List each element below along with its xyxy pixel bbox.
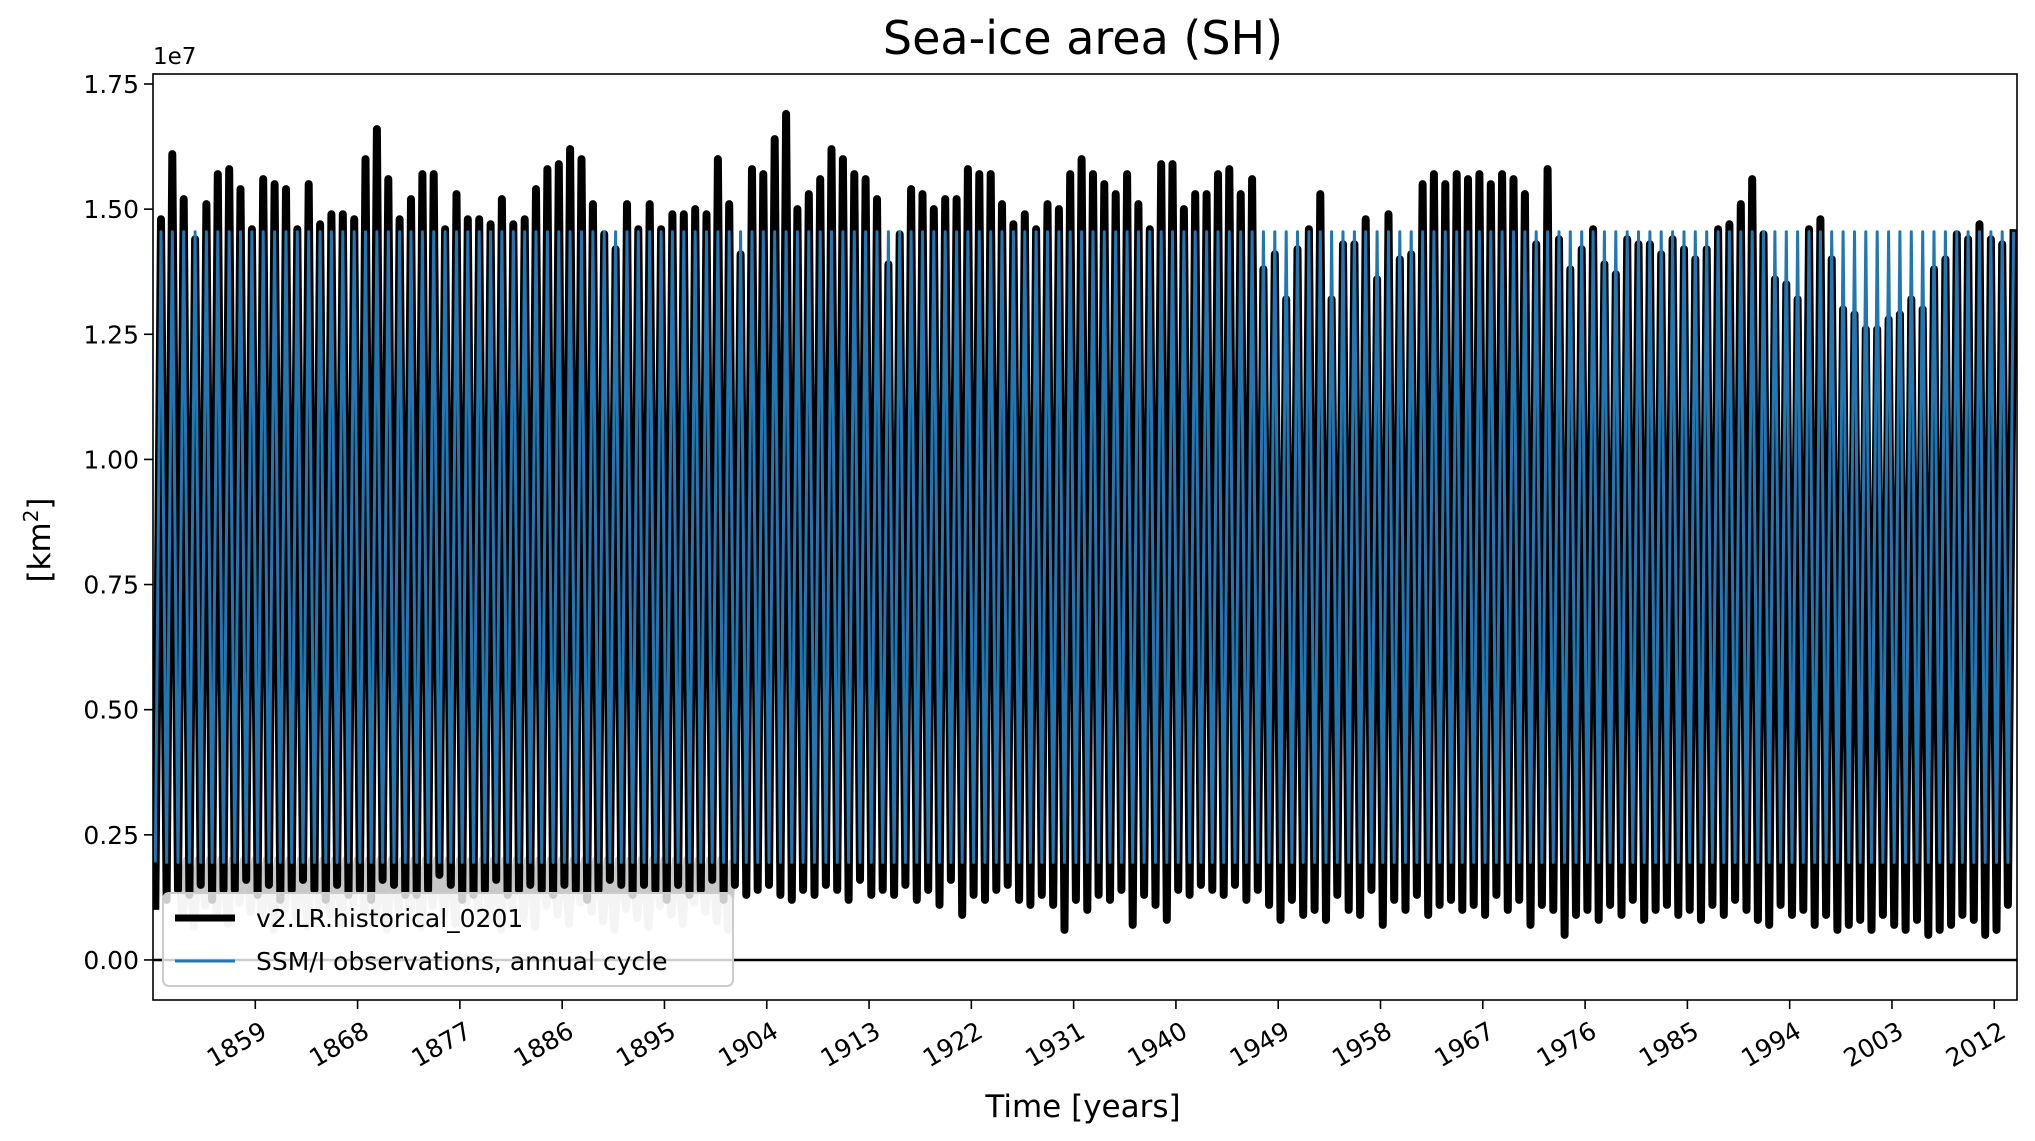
x-tick-label: 1886	[509, 1016, 579, 1073]
x-tick-label: 1985	[1634, 1016, 1704, 1073]
y-tick-label: 0.25	[83, 821, 139, 850]
x-axis-label: Time [years]	[984, 1089, 1180, 1125]
x-tick-label: 1895	[611, 1016, 681, 1073]
x-tick-label: 1859	[202, 1016, 272, 1073]
y-tick-label: 1.25	[83, 320, 139, 349]
x-tick-label: 1931	[1020, 1016, 1090, 1073]
x-tick-label: 2003	[1839, 1016, 1909, 1073]
plot-area	[153, 114, 2017, 960]
y-tick-label: 1.50	[83, 195, 139, 224]
y-axis: 0.00 0.25 0.50 0.75 1.00 1.25 1.50 1.75	[83, 70, 153, 975]
x-tick-label: 1913	[816, 1016, 886, 1073]
x-tick-label: 1940	[1123, 1016, 1193, 1073]
x-tick-label: 1976	[1532, 1016, 1602, 1073]
y-tick-label: 1.75	[83, 70, 139, 99]
x-tick-label: 1967	[1429, 1016, 1499, 1073]
y-axis-label-superscript: 2	[19, 510, 43, 523]
x-tick-label: 1994	[1736, 1016, 1806, 1073]
y-offset-label: 1e7	[153, 44, 196, 70]
y-tick-label: 0.50	[83, 696, 139, 725]
x-tick-label: 1904	[713, 1016, 783, 1073]
x-tick-label: 2012	[1941, 1016, 2011, 1073]
legend-label-model: v2.LR.historical_0201	[256, 904, 523, 933]
x-tick-label: 1877	[407, 1016, 477, 1073]
y-tick-label: 0.00	[83, 946, 139, 975]
y-tick-label: 1.00	[83, 445, 139, 474]
legend: v2.LR.historical_0201 SSM/I observations…	[163, 893, 733, 986]
y-tick-label: 0.75	[83, 571, 139, 600]
x-tick-label: 1949	[1225, 1016, 1295, 1073]
y-axis-label-main: [km	[22, 522, 58, 582]
x-tick-label: 1922	[918, 1016, 988, 1073]
chart-title: Sea-ice area (SH)	[883, 11, 1283, 65]
x-tick-label: 1868	[304, 1016, 374, 1073]
x-tick-label: 1958	[1327, 1016, 1397, 1073]
legend-label-observations: SSM/I observations, annual cycle	[256, 947, 668, 976]
x-axis: 1859 1868 1877 1886 1895 1904 1913 1922 1931 1940…	[202, 1000, 2011, 1073]
y-axis-label-close: ]	[22, 497, 58, 509]
y-axis-label: [km2]	[19, 497, 58, 582]
